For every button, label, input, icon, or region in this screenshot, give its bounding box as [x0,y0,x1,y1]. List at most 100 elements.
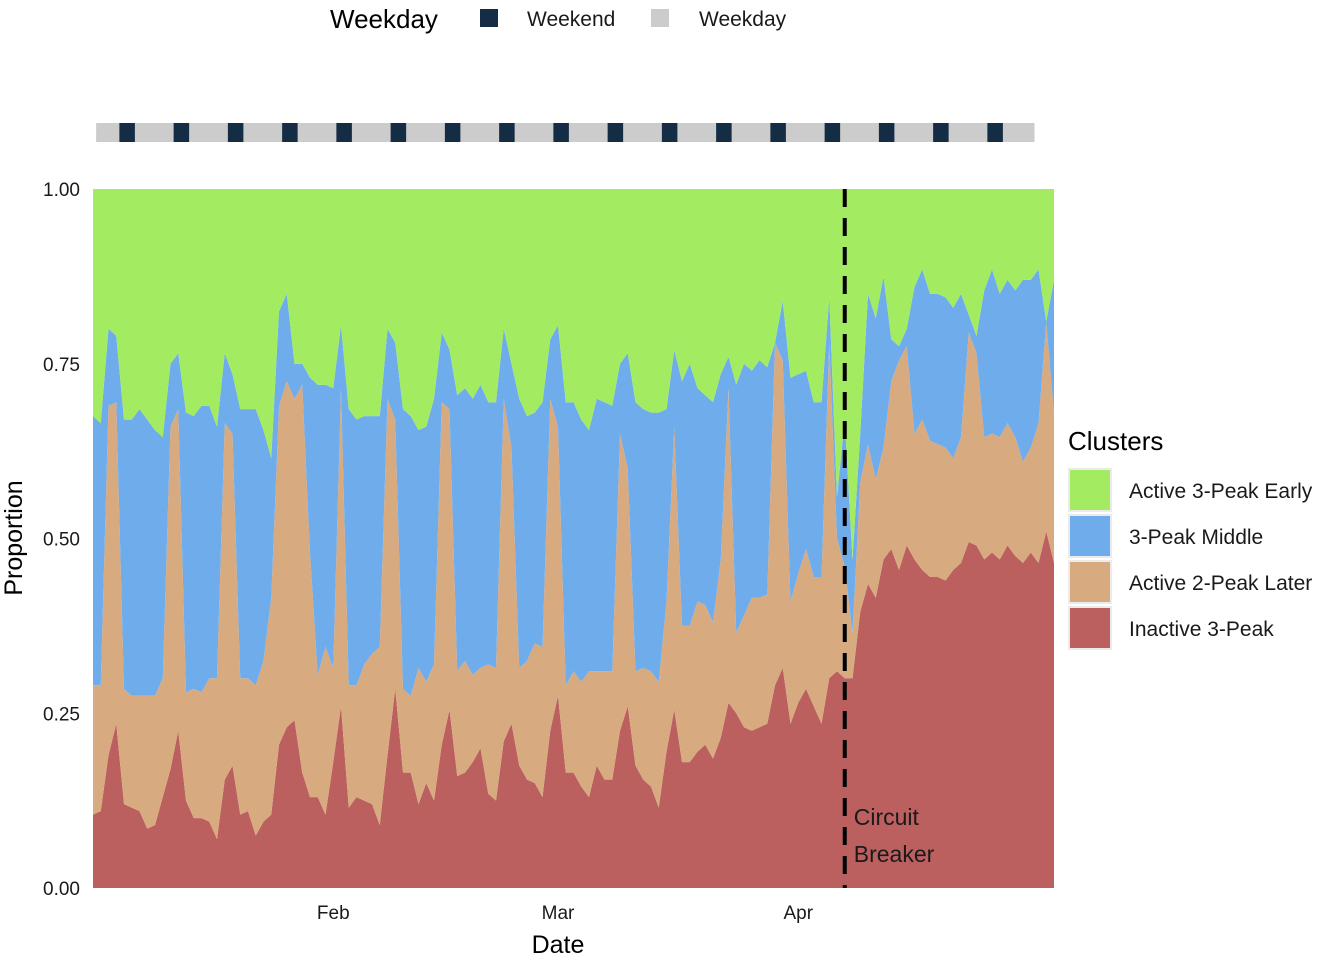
weekday-cell [623,123,632,142]
weekday-cell [762,123,771,142]
legend-label: Active 3-Peak Early [1129,480,1313,503]
weekday-cell [382,123,392,142]
weekday-cell [266,123,275,142]
circuit-breaker-label-line-2: Breaker [854,841,935,867]
weekday-cell [305,123,314,142]
circuit-breaker-annotation: Circuit Breaker [842,189,935,888]
weekday-cell [840,123,849,142]
weekday-cell [134,123,144,142]
weekday-legend-title: Weekday [330,4,438,34]
weekend-cell [235,123,244,142]
weekday-cell [475,123,485,142]
weekend-cell [878,123,888,142]
weekday-cell [530,123,539,142]
weekday-cell [956,123,965,142]
weekday-cell [902,123,911,142]
x-axis-title: Date [532,931,585,959]
weekend-cell [778,123,787,142]
weekend-cell [119,123,128,142]
weekend-cell [995,123,1004,142]
y-axis-title: Proportion [0,480,28,595]
y-axis: 0.00 0.25 0.50 0.75 1.00 [43,180,80,900]
y-tick-label: 1.00 [43,180,80,201]
weekend-cell [289,123,299,142]
legend-key [1068,468,1112,512]
weekday-cell [630,123,640,142]
weekday-cell [251,123,260,142]
weekday-cell [948,123,957,142]
weekday-legend-label-weekend: Weekend [527,8,615,31]
weekday-cell [514,123,523,142]
weekend-cell [181,123,190,142]
weekend-cell [398,123,407,142]
weekday-cell [692,123,702,142]
weekday-cell [460,123,469,142]
weekend-cell [452,123,461,142]
weekday-cell [468,123,477,142]
weekend-cell [390,123,399,142]
weekday-cell [785,123,795,142]
weekday-cell [150,123,159,142]
weekday-cell [359,123,368,142]
x-tick-label: Apr [784,903,814,924]
weekday-cell [212,123,221,142]
legend-label: Active 2-Peak Later [1129,572,1312,595]
weekday-cell [491,123,500,142]
x-tick-label: Feb [317,903,350,924]
weekday-cell [809,123,818,142]
weekend-cell [669,123,678,142]
x-axis: Feb Mar Apr [317,903,814,924]
weekend-cell [227,123,237,142]
weekday-cell [328,123,337,142]
weekday-cell [599,123,609,142]
weekday-cell [964,123,973,142]
weekday-cell [801,123,810,142]
weekend-cell [824,123,833,142]
weekday-cell [754,123,764,142]
weekday-cell [258,123,268,142]
weekday-cell [537,123,547,142]
weekend-cell [607,123,616,142]
circuit-breaker-label-line-1: Circuit [854,804,920,830]
weekday-cell [646,123,655,142]
legend-label: Inactive 3-Peak [1129,618,1274,641]
weekday-cell [685,123,694,142]
clusters-legend: Clusters Active 3-Peak Early 3-Peak Middl… [1068,426,1313,650]
weekday-cell [871,123,880,142]
weekday-cell [638,123,647,142]
weekday-cell [483,123,492,142]
area-3-peak-middle [93,269,1054,696]
weekday-cell [971,123,981,142]
weekday-cell [367,123,376,142]
weekday-cell [406,123,415,142]
weekday-cell [677,123,686,142]
weekday-cell [654,123,663,142]
weekend-cell [832,123,841,142]
weekday-cell [274,123,283,142]
weekday-cell [708,123,717,142]
weekday-cell [243,123,252,142]
weekday-cell [584,123,593,142]
weekend-cell [444,123,454,142]
weekday-cell [437,123,446,142]
y-tick-label: 0.00 [43,879,80,900]
weekday-legend-label-weekday: Weekday [699,8,787,31]
weekday-cell [421,123,430,142]
weekday-cell [576,123,585,142]
weekday-cell [894,123,903,142]
weekend-cell [506,123,516,142]
weekday-cell [979,123,988,142]
weekday-cell [413,123,423,142]
weekend-cell [615,123,624,142]
x-tick-label: Mar [542,903,575,924]
weekday-cell [917,123,926,142]
legend-key [1068,606,1112,650]
weekday-cell [96,123,105,142]
weekend-cell [723,123,733,142]
weekday-cell [375,123,384,142]
legend-key [1068,514,1112,558]
weekend-cell [336,123,345,142]
weekday-legend-key-weekday [651,9,669,27]
weekday-cell [165,123,175,142]
